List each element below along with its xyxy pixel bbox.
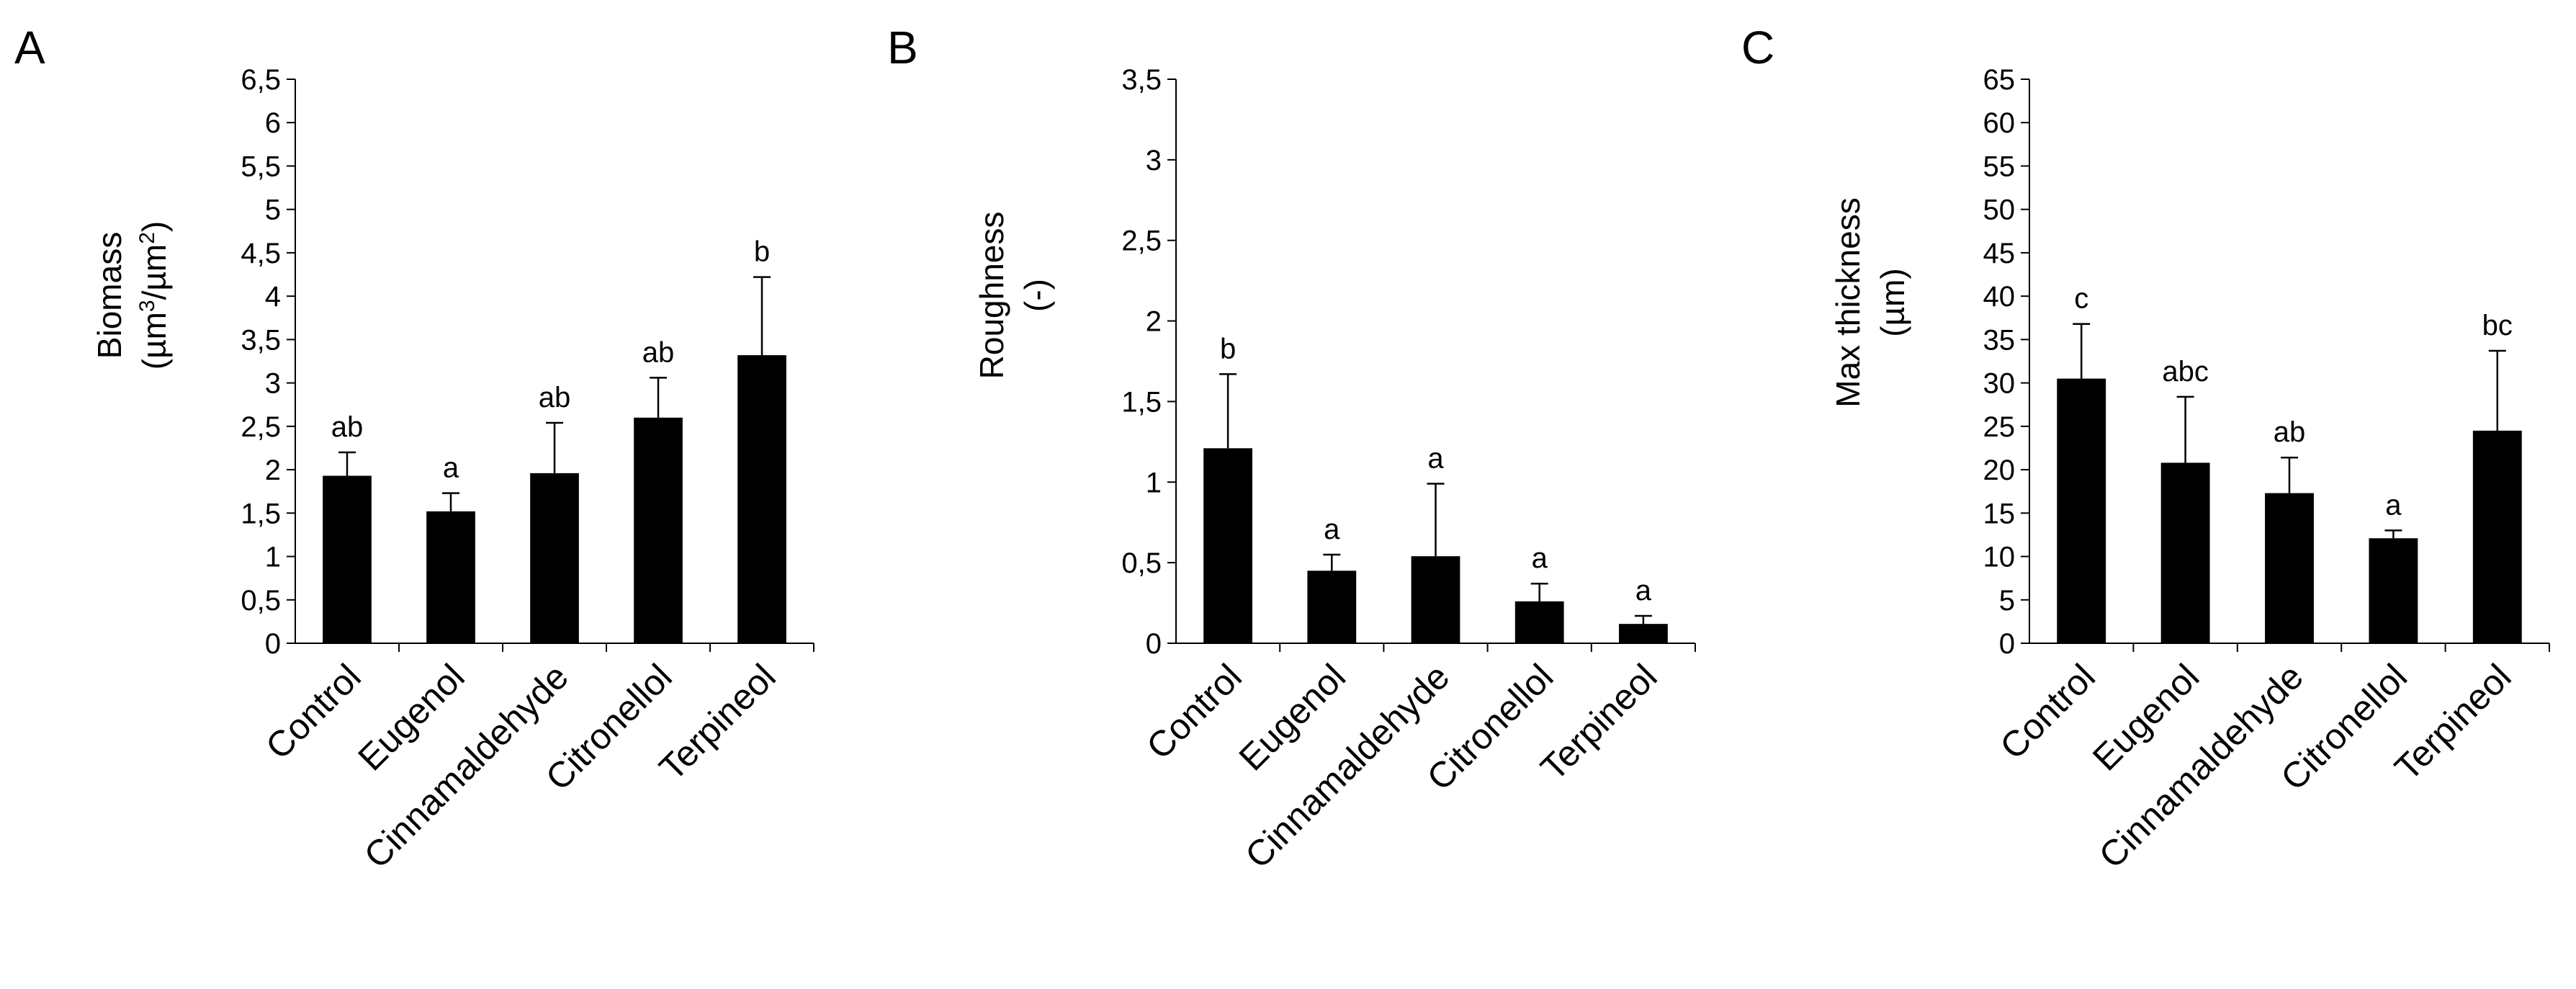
bar: [2160, 462, 2210, 643]
x-tick-label: Terpineol: [2387, 656, 2519, 788]
bar: [530, 473, 579, 643]
y-tick-label: 4,5: [241, 238, 281, 269]
y-axis-units-part: (µm: [135, 312, 173, 370]
y-tick-label: 60: [1983, 107, 2016, 139]
y-axis-units-part: ): [135, 221, 173, 232]
y-tick-label: 30: [1983, 368, 2016, 400]
y-tick-label: 3: [1146, 145, 1162, 176]
y-tick-label: 40: [1983, 281, 2016, 313]
significance-label: ab: [642, 336, 675, 368]
significance-label: a: [1427, 443, 1444, 475]
significance-label: a: [1324, 514, 1340, 545]
bar: [2265, 493, 2314, 643]
significance-label: c: [2074, 283, 2088, 315]
y-tick-label: 35: [1983, 324, 2016, 356]
significance-label: ab: [539, 382, 571, 413]
y-tick-label: 0: [265, 628, 281, 660]
y-axis-title: Biomass: [91, 232, 128, 359]
y-tick-label: 3,5: [241, 324, 281, 356]
y-tick-label: 0: [1146, 628, 1162, 660]
y-tick-label: 2: [265, 455, 281, 486]
significance-label: b: [754, 236, 770, 268]
y-tick-label: 6: [265, 107, 281, 139]
y-tick-label: 2: [1146, 306, 1162, 338]
bar: [2369, 538, 2418, 643]
significance-label: a: [2385, 489, 2402, 521]
y-tick-label: 0,5: [1121, 547, 1162, 579]
y-axis-title-units: (-): [1018, 279, 1055, 312]
bar: [323, 475, 372, 643]
significance-label: a: [1532, 542, 1548, 574]
y-axis-title-units: (µm3/µm2): [135, 221, 173, 370]
bar: [1411, 556, 1460, 643]
significance-label: ab: [2274, 416, 2306, 448]
panel-letter: C: [1741, 22, 1774, 73]
significance-label: a: [1635, 575, 1652, 607]
y-tick-label: 0: [1999, 628, 2015, 660]
y-axis-title: Roughness: [973, 212, 1010, 380]
bar: [634, 417, 683, 643]
bar: [426, 511, 475, 643]
x-tick-label: Terpineol: [1533, 656, 1665, 788]
significance-label: bc: [2482, 310, 2513, 341]
y-tick-label: 0,5: [241, 585, 281, 617]
y-tick-label: 4: [265, 281, 281, 313]
y-tick-label: 3: [265, 368, 281, 400]
y-tick-label: 1,5: [1121, 386, 1162, 418]
y-tick-label: 55: [1983, 151, 2016, 182]
y-tick-label: 6,5: [241, 64, 281, 96]
y-tick-label: 10: [1983, 542, 2016, 573]
y-axis-units-superscript: 2: [135, 232, 159, 244]
y-tick-label: 5,5: [241, 151, 281, 182]
y-tick-label: 20: [1983, 455, 2016, 486]
significance-label: ab: [331, 411, 364, 443]
y-axis-title-line1: Biomass: [91, 232, 128, 359]
y-tick-label: 65: [1983, 64, 2016, 96]
significance-label: b: [1220, 333, 1236, 364]
bar: [1619, 624, 1668, 643]
y-tick-label: 1: [265, 542, 281, 573]
bar: [1307, 570, 1357, 643]
y-axis-units-superscript: 3: [135, 300, 159, 312]
y-tick-label: 3,5: [1121, 64, 1162, 96]
y-tick-label: 1: [1146, 467, 1162, 498]
y-tick-label: 50: [1983, 194, 2016, 226]
y-tick-label: 5: [265, 194, 281, 226]
y-tick-label: 5: [1999, 585, 2015, 617]
y-axis-title-units: (µm): [1874, 268, 1911, 336]
y-tick-label: 15: [1983, 498, 2016, 529]
bar: [1514, 601, 1564, 643]
y-tick-label: 25: [1983, 411, 2016, 443]
panel-a: A Biomass (µm3/µm2) 00,511,522,533,544,5…: [14, 22, 814, 876]
y-tick-label: 45: [1983, 238, 2016, 269]
bar: [2057, 378, 2106, 643]
bar: [1203, 448, 1252, 643]
y-tick-label: 2,5: [1121, 225, 1162, 257]
bar: [2472, 430, 2522, 643]
panel-c: C Max thickness (µm) 0 5 10 15 20 25 30 35 40 45 5…: [1741, 22, 2550, 876]
y-axis-units-part: /µm: [135, 244, 173, 300]
y-tick-label: 2,5: [241, 411, 281, 443]
y-axis-title: Max thickness: [1829, 197, 1867, 407]
bar: [737, 355, 786, 643]
panel-b: B Roughness (-) 00,511,522,533,5bControl…: [887, 22, 1696, 876]
significance-label: a: [443, 452, 459, 484]
panel-letter: B: [887, 22, 918, 73]
x-tick-label: Terpineol: [652, 656, 784, 788]
panel-letter: A: [14, 22, 45, 73]
significance-label: abc: [2162, 356, 2209, 388]
y-tick-label: 1,5: [241, 498, 281, 529]
